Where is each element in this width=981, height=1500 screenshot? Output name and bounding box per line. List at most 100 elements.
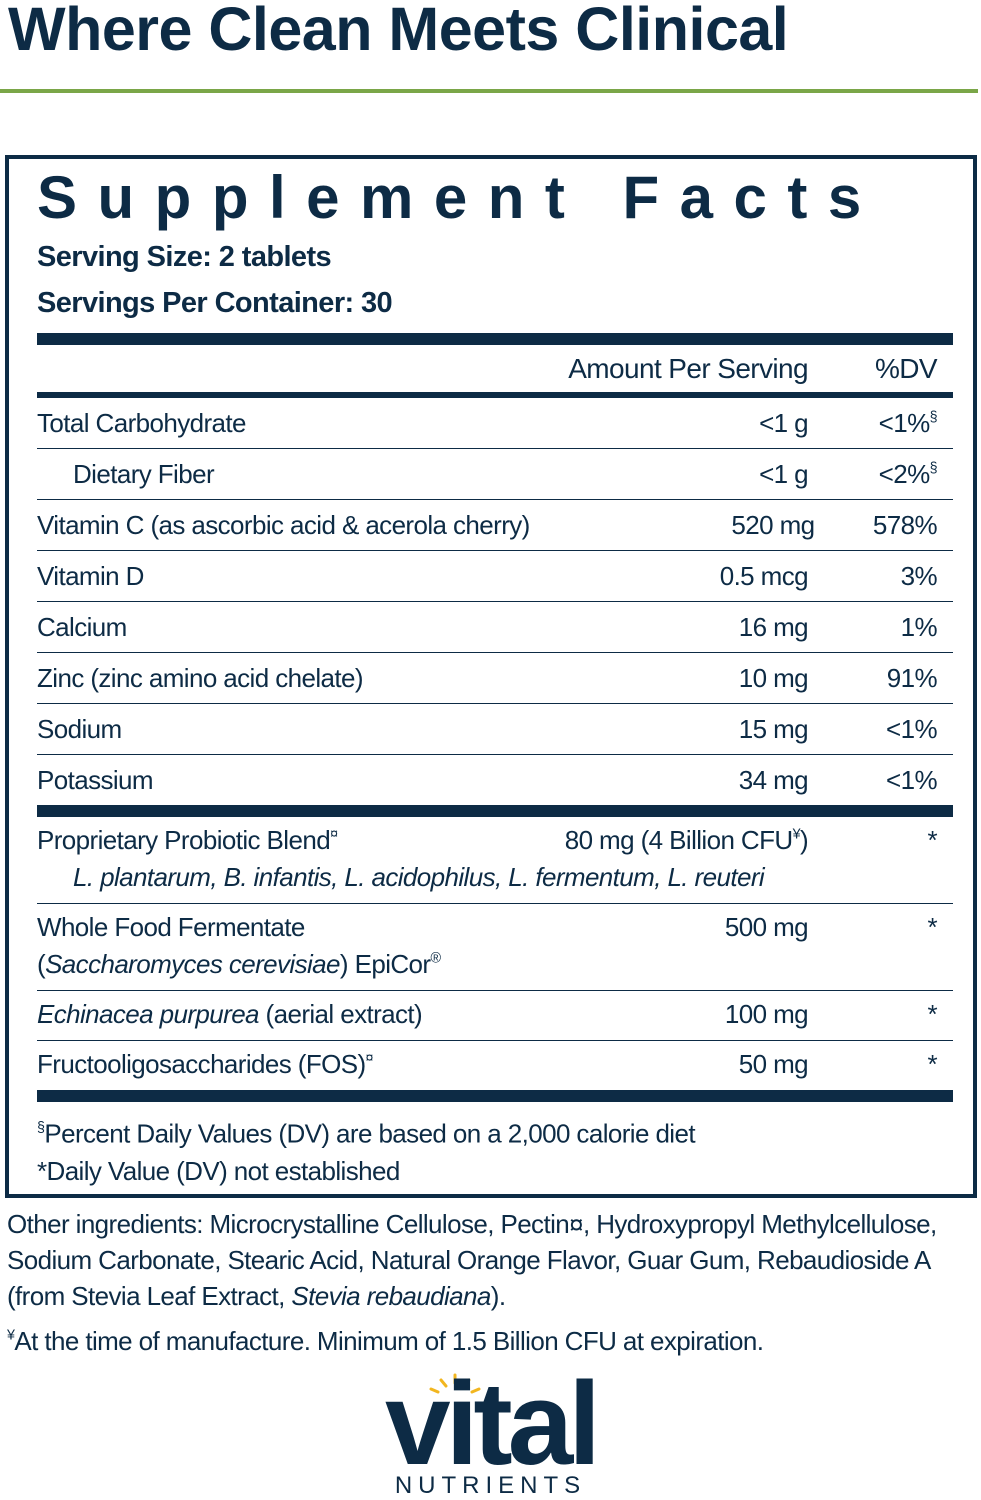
- text-segment: ) EpiCor: [339, 949, 431, 979]
- footnotes: §Percent Daily Values (DV) are based on …: [37, 1102, 953, 1190]
- blend-row: Proprietary Probiotic Blend¤ 80 mg (4 Bil…: [37, 817, 953, 904]
- ingredient-amount: 80 mg (4 Billion CFU¥): [508, 825, 809, 856]
- text-segment: Stevia rebaudiana: [291, 1281, 491, 1311]
- nutrient-dv: <2%§: [808, 459, 953, 490]
- text-segment: L. plantarum, B. infantis, L. acidophilu…: [73, 862, 765, 892]
- nutrient-row: Potassium 34 mg <1%: [37, 755, 953, 805]
- ingredient-dv: *: [927, 1049, 937, 1079]
- ingredient-detail: L. plantarum, B. infantis, L. acidophilu…: [37, 862, 953, 893]
- page-title: Where Clean Meets Clinical: [8, 0, 789, 63]
- ingredient-amount: 500 mg: [724, 912, 809, 942]
- text-segment: <2%: [878, 458, 931, 489]
- nutrient-name: Total Carbohydrate: [37, 407, 246, 438]
- dv-header: %DV: [875, 352, 938, 384]
- nutrient-row: Sodium 15 mg <1%: [37, 704, 953, 755]
- nutrient-amount: <1 g: [759, 407, 809, 438]
- blend-row: Fructooligosaccharides (FOS)¤ 50 mg *: [37, 1041, 953, 1090]
- ingredient-name: Fructooligosaccharides (FOS)¤: [37, 1049, 508, 1080]
- text-segment: ).: [490, 1281, 506, 1311]
- text-segment: Percent Daily Values (DV) are based on a…: [44, 1118, 695, 1149]
- ingredient-name: Whole Food Fermentate: [37, 912, 305, 942]
- nutrient-dv: 578%: [872, 509, 938, 540]
- blend-rows: Proprietary Probiotic Blend¤ 80 mg (4 Bil…: [37, 817, 953, 1090]
- nutrient-amount: <1 g: [759, 458, 809, 489]
- nutrient-name: Dietary Fiber: [73, 458, 215, 489]
- other-ingredients: Other ingredients: Microcrystalline Cell…: [7, 1206, 979, 1314]
- ingredient-dv: *: [927, 825, 937, 855]
- nutrient-name: Calcium: [37, 611, 127, 642]
- blend-line: Whole Food Fermentate 500 mg *: [37, 912, 953, 943]
- nutrient-rows: Total Carbohydrate <1 g <1%§ Dietary Fiber <…: [37, 398, 953, 805]
- logo-sun: [429, 1373, 481, 1394]
- thick-rule: [37, 805, 953, 817]
- text-segment: Proprietary Probiotic Blend: [37, 825, 331, 855]
- text-segment: ¥: [7, 1327, 15, 1344]
- nutrient-amount: 10 mg: [738, 662, 809, 693]
- blend-line: Echinacea purpurea (aerial extract) 100 m…: [37, 999, 953, 1030]
- text-segment: 80 mg (4 Billion CFU: [564, 825, 793, 855]
- brand-name: vital: [384, 1358, 601, 1490]
- blend-line: Proprietary Probiotic Blend¤ 80 mg (4 Bil…: [37, 825, 953, 856]
- nutrient-amount: 15 mg: [738, 713, 809, 744]
- nutrient-name: Vitamin D: [37, 560, 144, 591]
- facts-table: Amount Per Serving %DV Total Carbohydrat…: [37, 333, 953, 1190]
- text-segment: Other ingredients: Microcrystalline Cell…: [7, 1209, 937, 1311]
- nutrient-dv: 1%: [900, 611, 938, 642]
- nutrient-row: Zinc (zinc amino acid chelate) 10 mg 91%: [37, 653, 953, 704]
- text-segment: At the time of manufacture. Minimum of 1…: [14, 1326, 764, 1356]
- nutrient-row: Dietary Fiber <1 g <2%§: [37, 449, 953, 500]
- text-segment: (aerial extract): [258, 999, 423, 1029]
- nutrient-dv: 91%: [886, 662, 938, 693]
- ingredient-amount: 100 mg: [724, 999, 809, 1029]
- ingredient-dv: *: [927, 912, 937, 942]
- footnote: §Percent Daily Values (DV) are based on …: [37, 1110, 953, 1153]
- column-header: Amount Per Serving %DV: [37, 345, 953, 398]
- nutrient-dv: <1%: [886, 713, 938, 744]
- text-segment: ¥: [792, 826, 801, 843]
- ingredient-name: Proprietary Probiotic Blend¤: [37, 825, 508, 856]
- divider: [0, 89, 978, 93]
- nutrient-amount: 34 mg: [738, 764, 809, 795]
- nutrient-amount: 0.5 mcg: [719, 560, 809, 591]
- nutrient-name: Sodium: [37, 713, 122, 744]
- text-segment: §: [929, 459, 938, 476]
- text-segment: ): [799, 825, 809, 855]
- nutrient-row: Calcium 16 mg 1%: [37, 602, 953, 653]
- nutrient-row: Total Carbohydrate <1 g <1%§: [37, 398, 953, 449]
- text-segment: ¤: [330, 826, 338, 843]
- facts-panel: Supplement Facts Serving Size: 2 tablets…: [5, 155, 977, 1198]
- ingredient-name: Echinacea purpurea (aerial extract): [37, 999, 508, 1030]
- blend-row: Whole Food Fermentate 500 mg * (Saccharomyc…: [37, 904, 953, 991]
- nutrient-name: Vitamin C (as ascorbic acid & acerola ch…: [37, 509, 530, 540]
- text-segment: ¤: [365, 1050, 374, 1067]
- text-segment: Fructooligosaccharides (FOS): [37, 1049, 366, 1079]
- footnote: *Daily Value (DV) not established: [37, 1155, 400, 1186]
- ingredient-detail: (Saccharomyces cerevisiae) EpiCor®: [37, 949, 953, 980]
- nutrient-row: Vitamin D 0.5 mcg 3%: [37, 551, 953, 602]
- nutrient-dv: <1%§: [808, 408, 953, 439]
- nutrient-name: Potassium: [37, 764, 154, 795]
- serving-size: Serving Size: 2 tablets: [37, 241, 332, 273]
- thick-rule: [37, 333, 953, 345]
- servings-per-container: Servings Per Container: 30: [37, 287, 393, 319]
- manufacture-note: ¥At the time of manufacture. Minimum of …: [7, 1326, 764, 1357]
- nutrient-amount: 520 mg: [731, 509, 815, 540]
- text-segment: §: [929, 408, 938, 425]
- nutrient-dv: 3%: [900, 560, 938, 591]
- text-segment: (: [37, 949, 46, 979]
- text-segment: Saccharomyces cerevisiae: [45, 949, 340, 979]
- text-segment: ®: [430, 950, 441, 967]
- brand-tagline: NUTRIENTS: [394, 1472, 587, 1499]
- thick-rule: [37, 1090, 953, 1102]
- text-segment: <1%: [878, 407, 931, 438]
- nutrient-name: Zinc (zinc amino acid chelate): [37, 662, 364, 693]
- text-segment: §: [37, 1120, 45, 1136]
- ingredient-amount: 50 mg: [738, 1049, 809, 1079]
- ingredient-dv: *: [927, 999, 937, 1029]
- nutrient-dv: <1%: [886, 764, 938, 795]
- nutrient-row: Vitamin C (as ascorbic acid & acerola ch…: [37, 500, 953, 551]
- facts-title: Supplement Facts: [37, 164, 882, 231]
- text-segment: Echinacea purpurea: [37, 999, 260, 1029]
- nutrient-amount: 16 mg: [738, 611, 809, 642]
